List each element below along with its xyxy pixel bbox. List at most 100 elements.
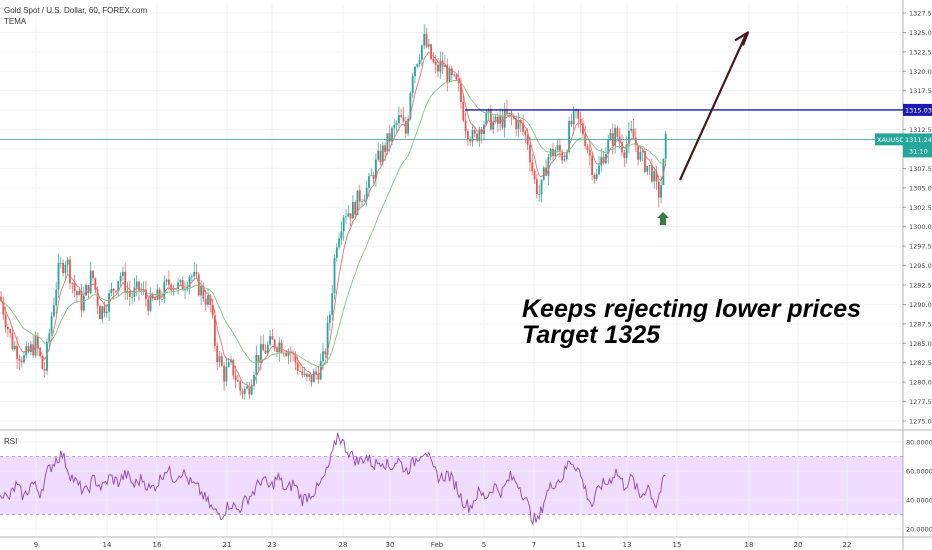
- candle-body: [388, 133, 391, 142]
- candle-body: [644, 150, 646, 172]
- candle-body: [664, 133, 667, 159]
- candle-body: [473, 130, 476, 134]
- candle-body: [149, 294, 152, 311]
- candle-body: [352, 201, 354, 219]
- candle-body: [377, 150, 380, 160]
- candle-body: [2, 300, 5, 315]
- candle-body: [400, 114, 403, 118]
- candle-body: [287, 351, 290, 356]
- candle-body: [347, 213, 350, 217]
- candle-body: [103, 306, 106, 314]
- candle-body: [181, 280, 184, 291]
- candle-body: [50, 316, 53, 334]
- resistance-tag-label: 1315.03: [905, 106, 932, 114]
- rsi-label: RSI: [4, 437, 18, 446]
- candle-body: [211, 305, 214, 316]
- candle-body: [209, 295, 212, 306]
- price-tick-label: 1277.50: [909, 398, 932, 406]
- candle-body: [216, 345, 219, 363]
- candle-body: [510, 112, 513, 117]
- price-tick-label: 1275.00: [909, 418, 932, 426]
- symbol-tag-label: XAUUSD: [877, 136, 905, 144]
- candle-body: [393, 124, 396, 129]
- candle-body: [46, 341, 48, 371]
- candle-body: [133, 287, 136, 297]
- candle-body: [508, 112, 511, 115]
- candle-body: [349, 213, 352, 219]
- candle-body: [239, 381, 242, 391]
- candle-body: [478, 129, 481, 141]
- candle-body: [154, 298, 156, 300]
- candle-body: [365, 187, 368, 200]
- candle-body: [616, 128, 619, 138]
- candle-body: [595, 174, 598, 179]
- price-tick-label: 1322.50: [909, 48, 932, 56]
- candle-body: [218, 356, 221, 363]
- candle-body: [547, 156, 550, 176]
- candle-body: [99, 305, 101, 320]
- candle-body: [96, 289, 99, 306]
- candle-body: [135, 281, 138, 288]
- candle-body: [476, 133, 478, 141]
- candle-body: [607, 139, 610, 155]
- time-tick-label: 28: [339, 541, 348, 549]
- candle-body: [559, 145, 561, 152]
- candle-body: [657, 181, 660, 198]
- candle-body: [630, 128, 633, 131]
- price-tick-label: 1302.50: [909, 204, 932, 212]
- candle-body: [379, 150, 382, 163]
- time-tick-label: 16: [153, 541, 162, 549]
- time-tick-label: Feb: [431, 541, 444, 549]
- candle-body: [485, 112, 488, 125]
- candle-body: [450, 68, 453, 76]
- candle-body: [101, 306, 104, 320]
- candle-body: [628, 130, 630, 145]
- candle-body: [570, 121, 573, 125]
- candle-body: [411, 76, 414, 94]
- price-tick-label: 1307.50: [909, 165, 932, 173]
- current-price-tag-label: 1311.24: [905, 136, 932, 144]
- candle-body: [598, 165, 600, 175]
- tema-line: [0, 51, 667, 389]
- candle-body: [151, 294, 154, 299]
- candle-body: [651, 165, 653, 182]
- price-tick-label: 1282.50: [909, 359, 932, 367]
- candle-body: [354, 201, 357, 215]
- candle-body: [257, 355, 260, 364]
- time-tick-label: 18: [745, 541, 754, 549]
- candle-body: [260, 344, 262, 364]
- candle-body: [30, 344, 32, 352]
- candle-body: [563, 159, 566, 161]
- candle-body: [71, 283, 74, 285]
- candle-body: [602, 156, 605, 164]
- candle-body: [453, 74, 455, 76]
- candle-body: [409, 93, 412, 119]
- candle-body: [423, 33, 426, 46]
- candle-body: [0, 296, 2, 301]
- candle-body: [234, 375, 237, 381]
- candle-body: [317, 374, 320, 380]
- candle-body: [20, 360, 23, 363]
- candle-body: [170, 284, 173, 291]
- candle-body: [306, 373, 308, 377]
- candle-body: [639, 151, 642, 160]
- candle-body: [285, 353, 288, 356]
- candle-body: [609, 132, 612, 140]
- price-tick-label: 1325.00: [909, 29, 932, 37]
- candle-body: [48, 333, 51, 342]
- candle-body: [174, 288, 177, 290]
- price-tick-label: 1287.50: [909, 320, 932, 328]
- candle-body: [66, 259, 69, 265]
- time-tick-label: 30: [386, 541, 395, 549]
- candle-body: [16, 345, 18, 359]
- candle-body: [117, 281, 120, 292]
- candle-body: [230, 359, 232, 363]
- candle-body: [556, 145, 559, 150]
- candle-body: [191, 276, 193, 278]
- candle-body: [593, 174, 596, 179]
- candle-body: [545, 167, 547, 176]
- candle-body: [303, 373, 306, 376]
- candle-body: [227, 362, 230, 367]
